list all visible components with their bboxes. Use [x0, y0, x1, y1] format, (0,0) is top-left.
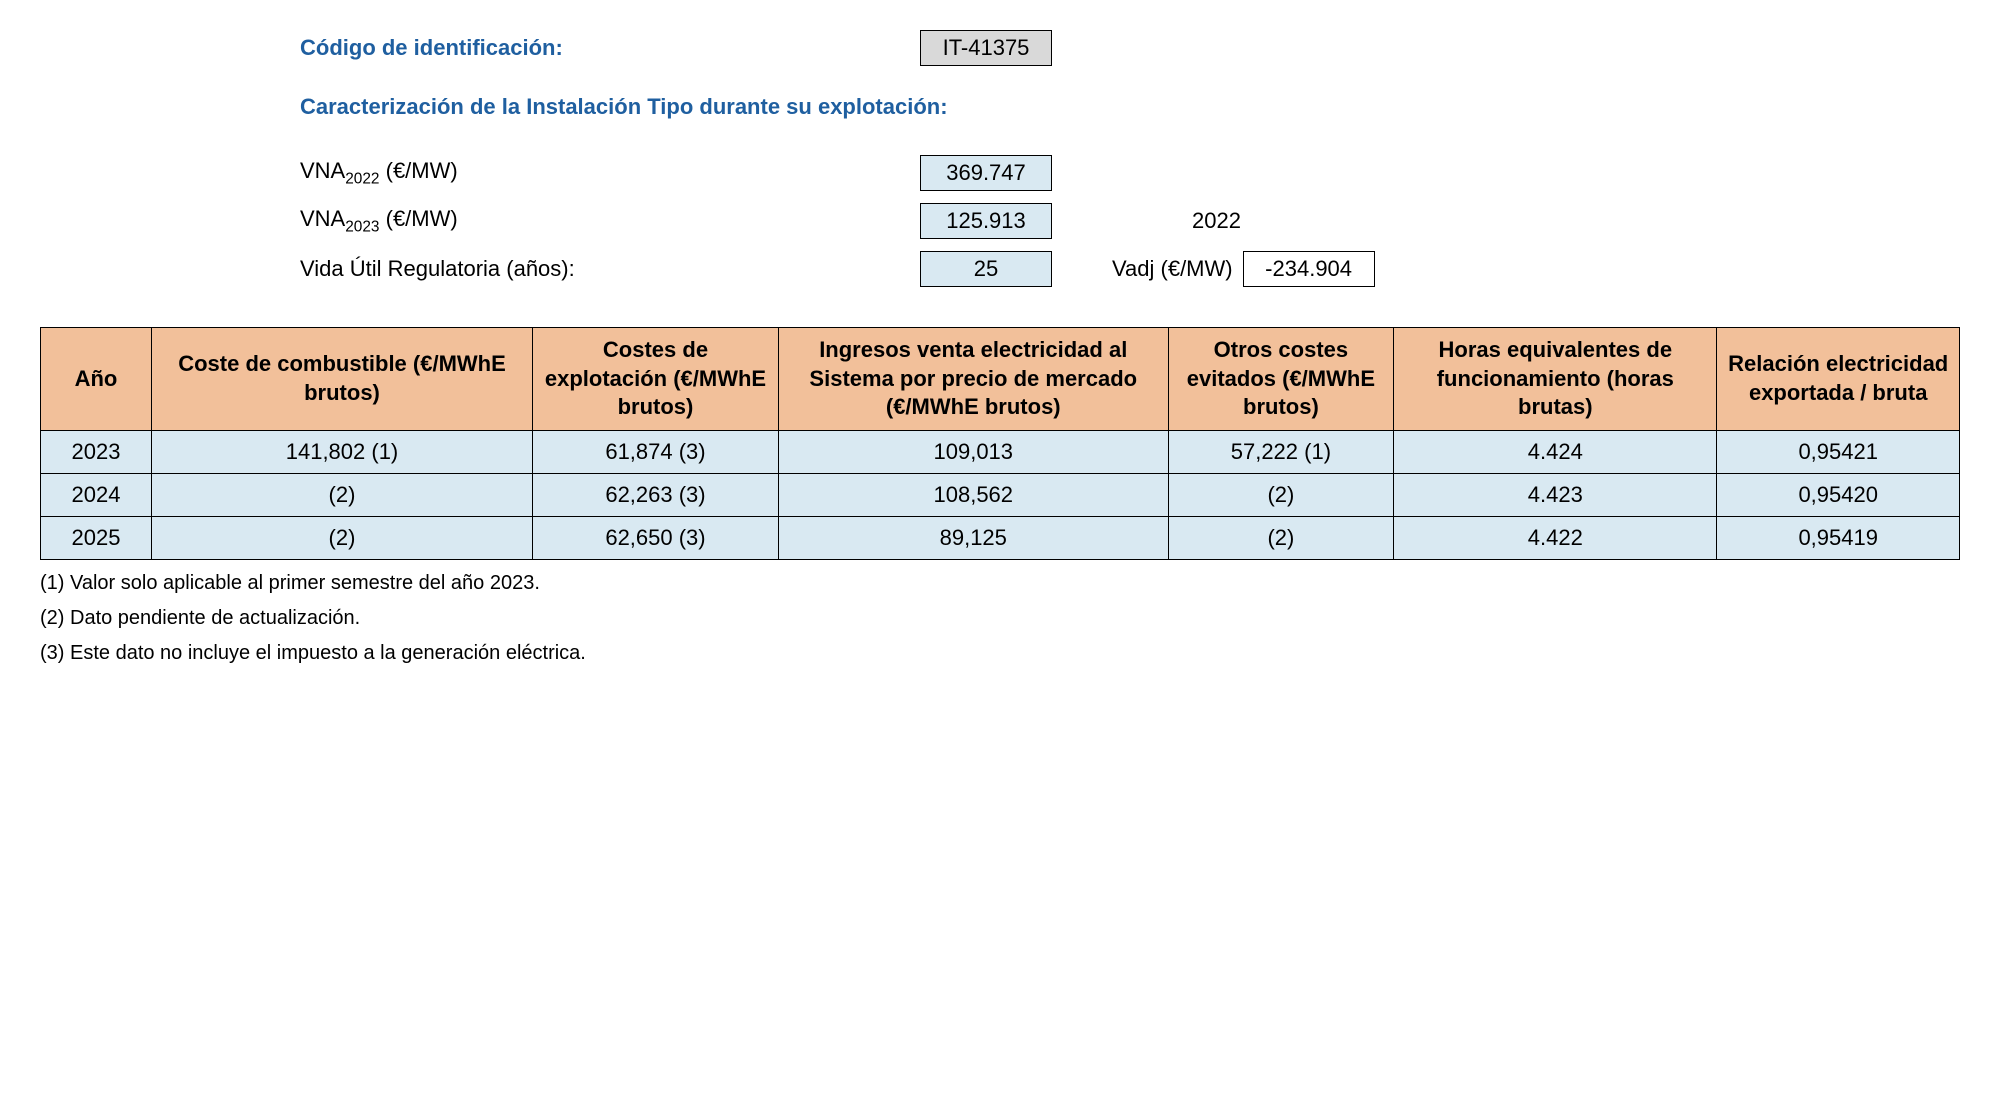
- cell: 0,95419: [1717, 516, 1960, 559]
- cell: 109,013: [778, 430, 1168, 473]
- vna2023-value: 125.913: [920, 203, 1052, 239]
- cell: 0,95421: [1717, 430, 1960, 473]
- cell: 62,650 (3): [533, 516, 779, 559]
- col-otros: Otros costes evitados (€/MWhE brutos): [1168, 328, 1394, 431]
- table-row: 2024 (2) 62,263 (3) 108,562 (2) 4.423 0,…: [41, 473, 1960, 516]
- cell: 0,95420: [1717, 473, 1960, 516]
- table-row: 2023 141,802 (1) 61,874 (3) 109,013 57,2…: [41, 430, 1960, 473]
- cell: 2024: [41, 473, 152, 516]
- col-fuel: Coste de combustible (€/MWhE brutos): [152, 328, 533, 431]
- cell: 4.424: [1394, 430, 1717, 473]
- table-row: 2025 (2) 62,650 (3) 89,125 (2) 4.422 0,9…: [41, 516, 1960, 559]
- col-explot: Costes de explotación (€/MWhE brutos): [533, 328, 779, 431]
- cell: 4.423: [1394, 473, 1717, 516]
- vadj-value: -234.904: [1243, 251, 1375, 287]
- cell: (2): [1168, 516, 1394, 559]
- cell: 2023: [41, 430, 152, 473]
- col-ingresos: Ingresos venta electricidad al Sistema p…: [778, 328, 1168, 431]
- cell: 4.422: [1394, 516, 1717, 559]
- footnote-2: (2) Dato pendiente de actualización.: [40, 607, 1960, 630]
- vida-label: Vida Útil Regulatoria (años):: [300, 256, 920, 282]
- year-extra: 2022: [1192, 208, 1241, 234]
- footnote-1: (1) Valor solo aplicable al primer semes…: [40, 572, 1960, 595]
- footnote-3: (3) Este dato no incluye el impuesto a l…: [40, 642, 1960, 665]
- vna2023-label: VNA2023 (€/MW): [300, 206, 920, 236]
- vida-value: 25: [920, 251, 1052, 287]
- vna2022-label: VNA2022 (€/MW): [300, 158, 920, 188]
- vna2022-value: 369.747: [920, 155, 1052, 191]
- cell: 62,263 (3): [533, 473, 779, 516]
- data-table: Año Coste de combustible (€/MWhE brutos)…: [40, 327, 1960, 560]
- col-horas: Horas equivalentes de funcionamiento (ho…: [1394, 328, 1717, 431]
- col-year: Año: [41, 328, 152, 431]
- cell: 108,562: [778, 473, 1168, 516]
- cell: 61,874 (3): [533, 430, 779, 473]
- cell: 57,222 (1): [1168, 430, 1394, 473]
- cell: 141,802 (1): [152, 430, 533, 473]
- cell: 2025: [41, 516, 152, 559]
- codigo-value: IT-41375: [920, 30, 1052, 66]
- cell: (2): [152, 473, 533, 516]
- cell: (2): [152, 516, 533, 559]
- vadj-label: Vadj (€/MW): [1112, 256, 1233, 282]
- col-relacion: Relación electricidad exportada / bruta: [1717, 328, 1960, 431]
- footnotes: (1) Valor solo aplicable al primer semes…: [40, 572, 1960, 665]
- cell: (2): [1168, 473, 1394, 516]
- cell: 89,125: [778, 516, 1168, 559]
- codigo-label: Código de identificación:: [300, 35, 920, 61]
- section-title: Caracterización de la Instalación Tipo d…: [300, 94, 1960, 120]
